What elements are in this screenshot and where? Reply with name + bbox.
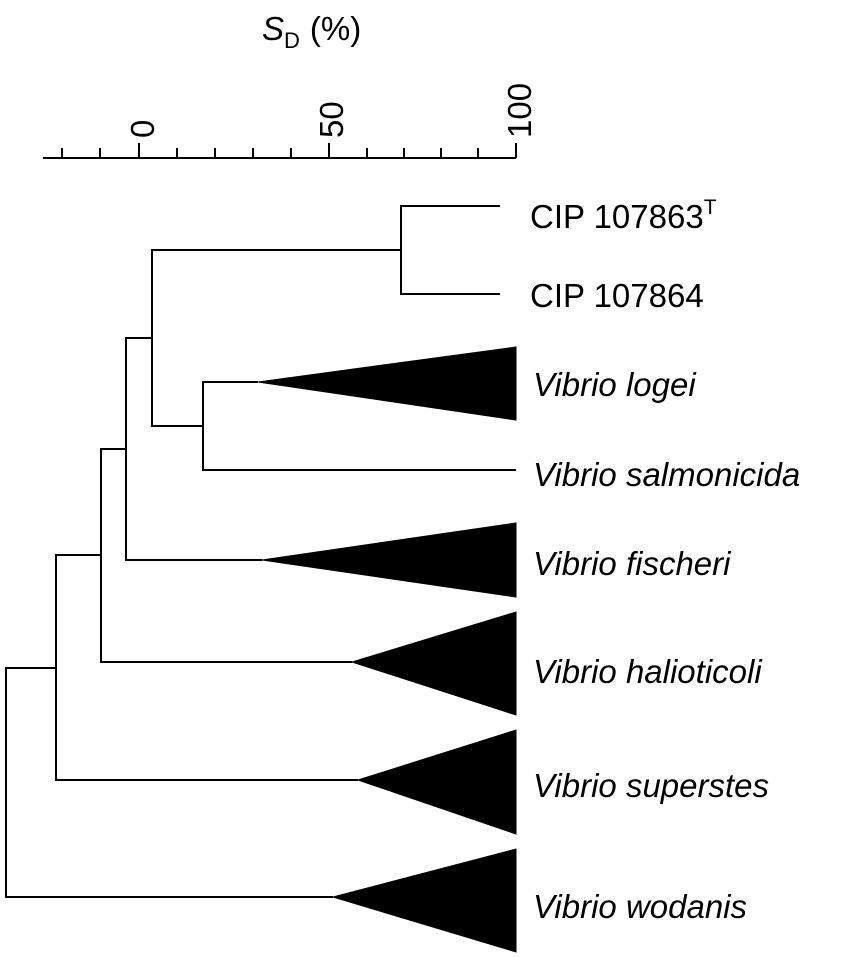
scale-axis — [43, 143, 517, 159]
leaf-labels: CIP 107863T CIP 107864 Vibrio logei Vibr… — [530, 196, 800, 925]
tree-branches — [5, 205, 516, 898]
leaf-label-text: CIP 107863 — [530, 198, 704, 235]
clade-triangle-wodanis — [331, 848, 517, 953]
axis-title-symbol: S — [262, 10, 284, 47]
clade-triangle-halioticoli — [350, 611, 517, 716]
tick-label-100: 100 — [501, 83, 538, 138]
axis-title: SD (%) — [262, 10, 361, 53]
leaf-label-cip-107864: CIP 107864 — [530, 277, 704, 314]
leaf-label-vibrio-logei: Vibrio logei — [533, 366, 697, 403]
leaf-label-cip-107863: CIP 107863T — [530, 196, 717, 235]
leaf-label-vibrio-wodanis: Vibrio wodanis — [533, 888, 747, 925]
clade-triangle-superstes — [356, 729, 517, 835]
branch-cip-cluster — [400, 205, 500, 295]
tick-label-0: 0 — [124, 120, 161, 138]
branch-root — [5, 667, 333, 898]
leaf-label-vibrio-fischeri: Vibrio fischeri — [533, 545, 732, 582]
axis-title-unit: (%) — [310, 10, 361, 47]
type-strain-superscript: T — [704, 196, 717, 219]
clade-triangle-fischeri — [261, 522, 517, 598]
leaf-label-vibrio-salmonicida: Vibrio salmonicida — [533, 456, 800, 493]
axis-title-subscript: D — [284, 28, 300, 53]
branch-fischeri-join — [125, 337, 262, 561]
branch-cip-logei-join — [151, 249, 401, 427]
leaf-label-vibrio-halioticoli: Vibrio halioticoli — [533, 653, 763, 690]
tick-label-50: 50 — [313, 101, 350, 138]
leaf-label-vibrio-superstes: Vibrio superstes — [533, 767, 769, 804]
clade-triangle-logei — [257, 346, 517, 421]
collapsed-clades — [257, 346, 517, 953]
